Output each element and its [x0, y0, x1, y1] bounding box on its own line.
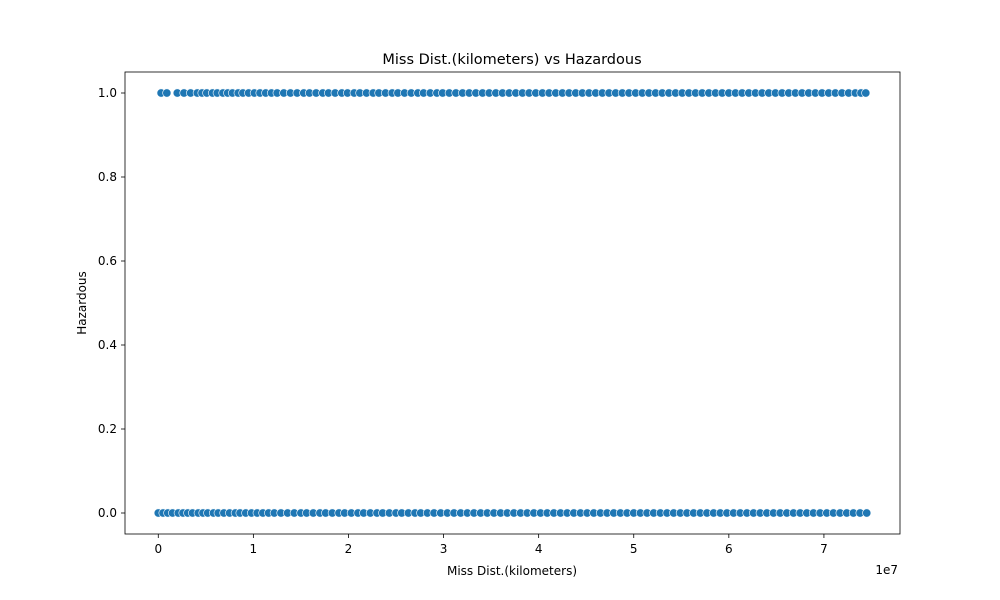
chart-title: Miss Dist.(kilometers) vs Hazardous [382, 52, 641, 68]
y-tick-label: 1.0 [98, 86, 117, 100]
x-tick-label: 5 [630, 542, 638, 556]
y-axis-label: Hazardous [75, 271, 89, 335]
x-tick-label: 0 [154, 542, 162, 556]
y-tick-label: 0.2 [98, 422, 117, 436]
plot-frame [124, 71, 901, 535]
x-axis-ticks: 0 1 2 3 4 5 6 7 [154, 534, 828, 556]
x-tick-label: 6 [725, 542, 733, 556]
data-point [861, 88, 871, 98]
y-axis-ticks: 0.0 0.2 0.4 0.6 0.8 1.0 [98, 86, 125, 520]
x-tick-label: 2 [345, 542, 353, 556]
data-point [862, 508, 872, 518]
x-tick-label: 7 [820, 542, 828, 556]
y-tick-label: 0.4 [98, 338, 117, 352]
x-tick-label: 4 [535, 542, 543, 556]
y-tick-label: 0.8 [98, 170, 117, 184]
x-tick-label: 3 [440, 542, 448, 556]
x-axis-offset-label: 1e7 [875, 563, 898, 577]
x-tick-label: 1 [250, 542, 258, 556]
x-axis-label: Miss Dist.(kilometers) [447, 564, 577, 578]
data-point [162, 88, 172, 98]
y-tick-label: 0.6 [98, 254, 117, 268]
points-layer [153, 88, 872, 518]
y-tick-label: 0.0 [98, 506, 117, 520]
